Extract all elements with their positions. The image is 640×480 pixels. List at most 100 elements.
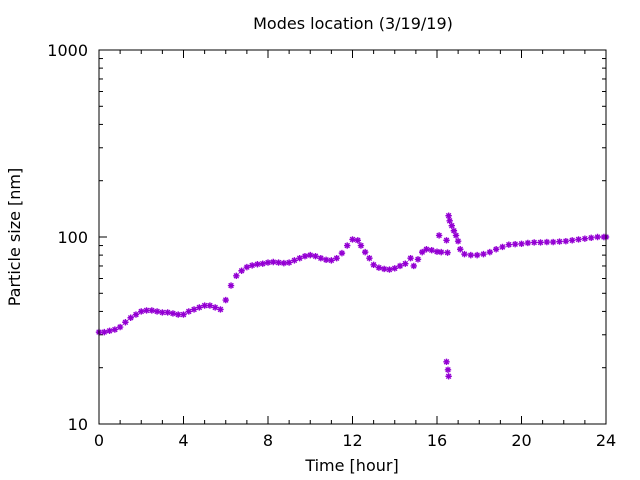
axis-ticks: 0 4 8 12 16 20 24 10 100 1000	[47, 41, 616, 450]
data-point	[159, 309, 166, 316]
data-point	[467, 251, 474, 259]
data-point	[122, 319, 129, 326]
data-point	[211, 304, 219, 311]
data-point	[435, 232, 443, 239]
data-point	[153, 308, 161, 315]
data-point	[254, 261, 261, 268]
data-point	[386, 266, 393, 273]
data-point	[518, 240, 525, 247]
data-point	[524, 239, 532, 247]
data-point	[410, 262, 417, 270]
data-point	[111, 326, 119, 333]
data-point	[433, 248, 441, 255]
data-point	[461, 250, 468, 258]
data-points	[95, 212, 610, 380]
data-point	[443, 237, 450, 244]
data-point	[445, 212, 452, 219]
data-point	[423, 246, 430, 253]
data-point	[543, 238, 551, 246]
data-point	[492, 246, 500, 253]
data-point	[499, 243, 506, 251]
data-point	[569, 237, 576, 244]
data-point	[419, 248, 426, 256]
data-point	[264, 259, 272, 266]
data-point	[361, 248, 369, 256]
data-point	[206, 302, 214, 309]
data-point	[307, 251, 314, 259]
data-point	[127, 314, 134, 321]
data-point	[505, 241, 513, 248]
data-point	[217, 306, 224, 313]
data-point	[448, 222, 455, 229]
y-tick-label: 10	[68, 415, 88, 434]
data-point	[457, 246, 464, 253]
data-point	[480, 250, 487, 258]
data-point	[562, 237, 570, 245]
data-point	[380, 265, 388, 273]
data-point	[344, 242, 351, 249]
x-axis-label: Time [hour]	[304, 456, 398, 475]
data-point	[549, 238, 557, 246]
x-tick-label: 24	[596, 431, 616, 450]
data-point	[248, 262, 256, 269]
data-point	[438, 248, 445, 256]
x-tick-label: 16	[427, 431, 447, 450]
data-point	[588, 234, 595, 242]
data-point	[259, 260, 266, 267]
y-axis-label: Particle size [nm]	[5, 168, 24, 307]
data-point	[243, 263, 251, 271]
data-point	[291, 257, 298, 264]
data-point	[169, 310, 177, 317]
data-point	[445, 373, 452, 380]
data-point	[407, 255, 414, 262]
data-point	[280, 259, 288, 267]
data-point	[106, 327, 113, 335]
data-point	[594, 233, 601, 241]
data-point	[233, 272, 240, 280]
data-point	[414, 256, 422, 263]
data-point	[333, 255, 340, 262]
data-point	[575, 236, 582, 243]
data-point	[116, 323, 124, 331]
data-point	[301, 252, 309, 260]
data-point	[444, 249, 451, 256]
data-point	[148, 307, 156, 314]
x-tick-label: 4	[178, 431, 188, 450]
data-point	[143, 307, 150, 314]
data-point	[452, 232, 460, 239]
data-point	[349, 236, 356, 243]
data-point	[428, 246, 435, 254]
data-point	[175, 311, 182, 318]
data-point	[270, 258, 277, 266]
data-point	[396, 262, 404, 270]
data-point	[556, 238, 563, 245]
data-point	[285, 259, 293, 266]
chart-title: Modes location (3/19/19)	[253, 14, 453, 33]
data-point	[138, 308, 145, 315]
data-point	[370, 261, 377, 269]
data-point	[201, 302, 208, 309]
data-point	[450, 227, 458, 234]
data-point	[391, 265, 398, 272]
data-point	[317, 255, 325, 262]
data-point	[196, 304, 203, 311]
data-point	[164, 309, 171, 316]
plot-frame	[98, 49, 607, 425]
data-point	[443, 358, 450, 366]
data-point	[328, 257, 335, 264]
data-point	[238, 267, 245, 274]
data-point	[486, 248, 494, 256]
data-point	[357, 242, 365, 249]
data-point	[275, 259, 282, 266]
x-tick-label: 12	[342, 431, 362, 450]
data-point	[312, 252, 319, 260]
data-point	[222, 296, 229, 304]
data-point	[322, 256, 330, 264]
data-point	[338, 249, 346, 257]
data-point	[185, 308, 192, 315]
data-point	[454, 237, 462, 245]
data-point	[227, 282, 235, 289]
data-point	[296, 255, 303, 262]
data-point	[354, 237, 361, 244]
